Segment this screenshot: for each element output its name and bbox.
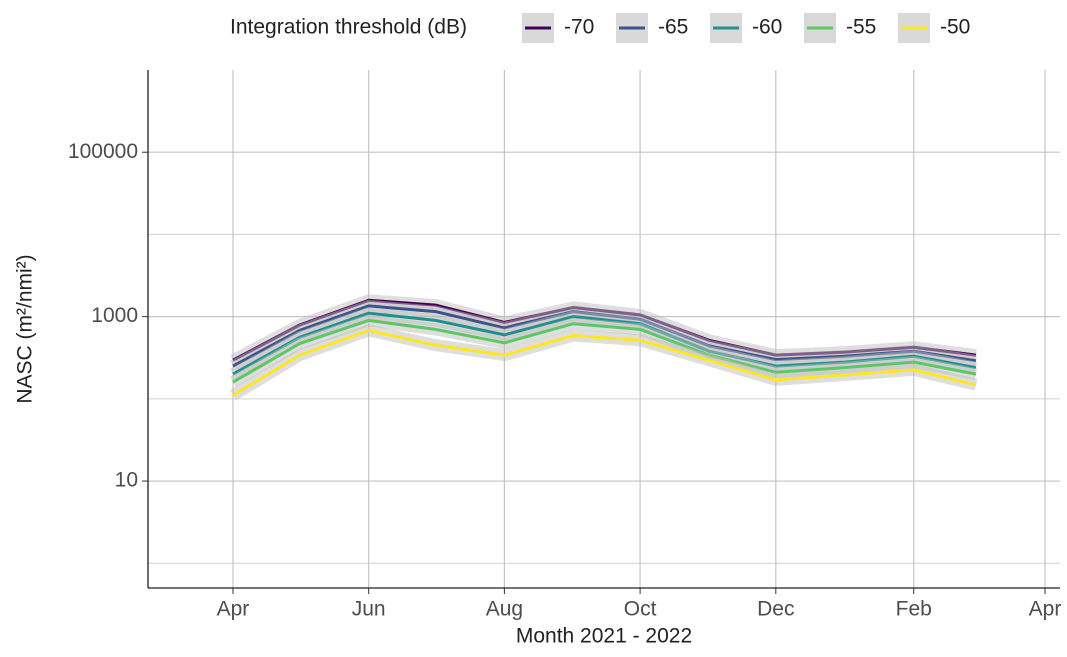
y-axis-title: NASC (m²/nmi²)	[14, 254, 37, 403]
y-tick-label: 100000	[68, 140, 138, 163]
x-tick-label: Apr	[217, 598, 250, 621]
legend-title: Integration threshold (dB)	[230, 16, 467, 39]
series-line	[232, 318, 977, 384]
x-tick-label: Dec	[757, 598, 794, 621]
y-tick-label: 1000	[91, 304, 138, 327]
x-tick-label: Apr	[1029, 598, 1062, 621]
x-tick-label: Jun	[352, 598, 386, 621]
legend-label: -70	[564, 16, 594, 39]
x-tick-label: Oct	[624, 598, 657, 621]
x-tick-label: Aug	[486, 598, 523, 621]
x-axis-title: Month 2021 - 2022	[516, 625, 692, 648]
legend-label: -50	[940, 16, 970, 39]
legend-label: -60	[752, 16, 782, 39]
legend-label: -55	[846, 16, 876, 39]
y-tick-label: 10	[115, 469, 138, 492]
series-line	[232, 328, 977, 397]
x-tick-label: Feb	[896, 598, 932, 621]
legend-label: -65	[658, 16, 688, 39]
